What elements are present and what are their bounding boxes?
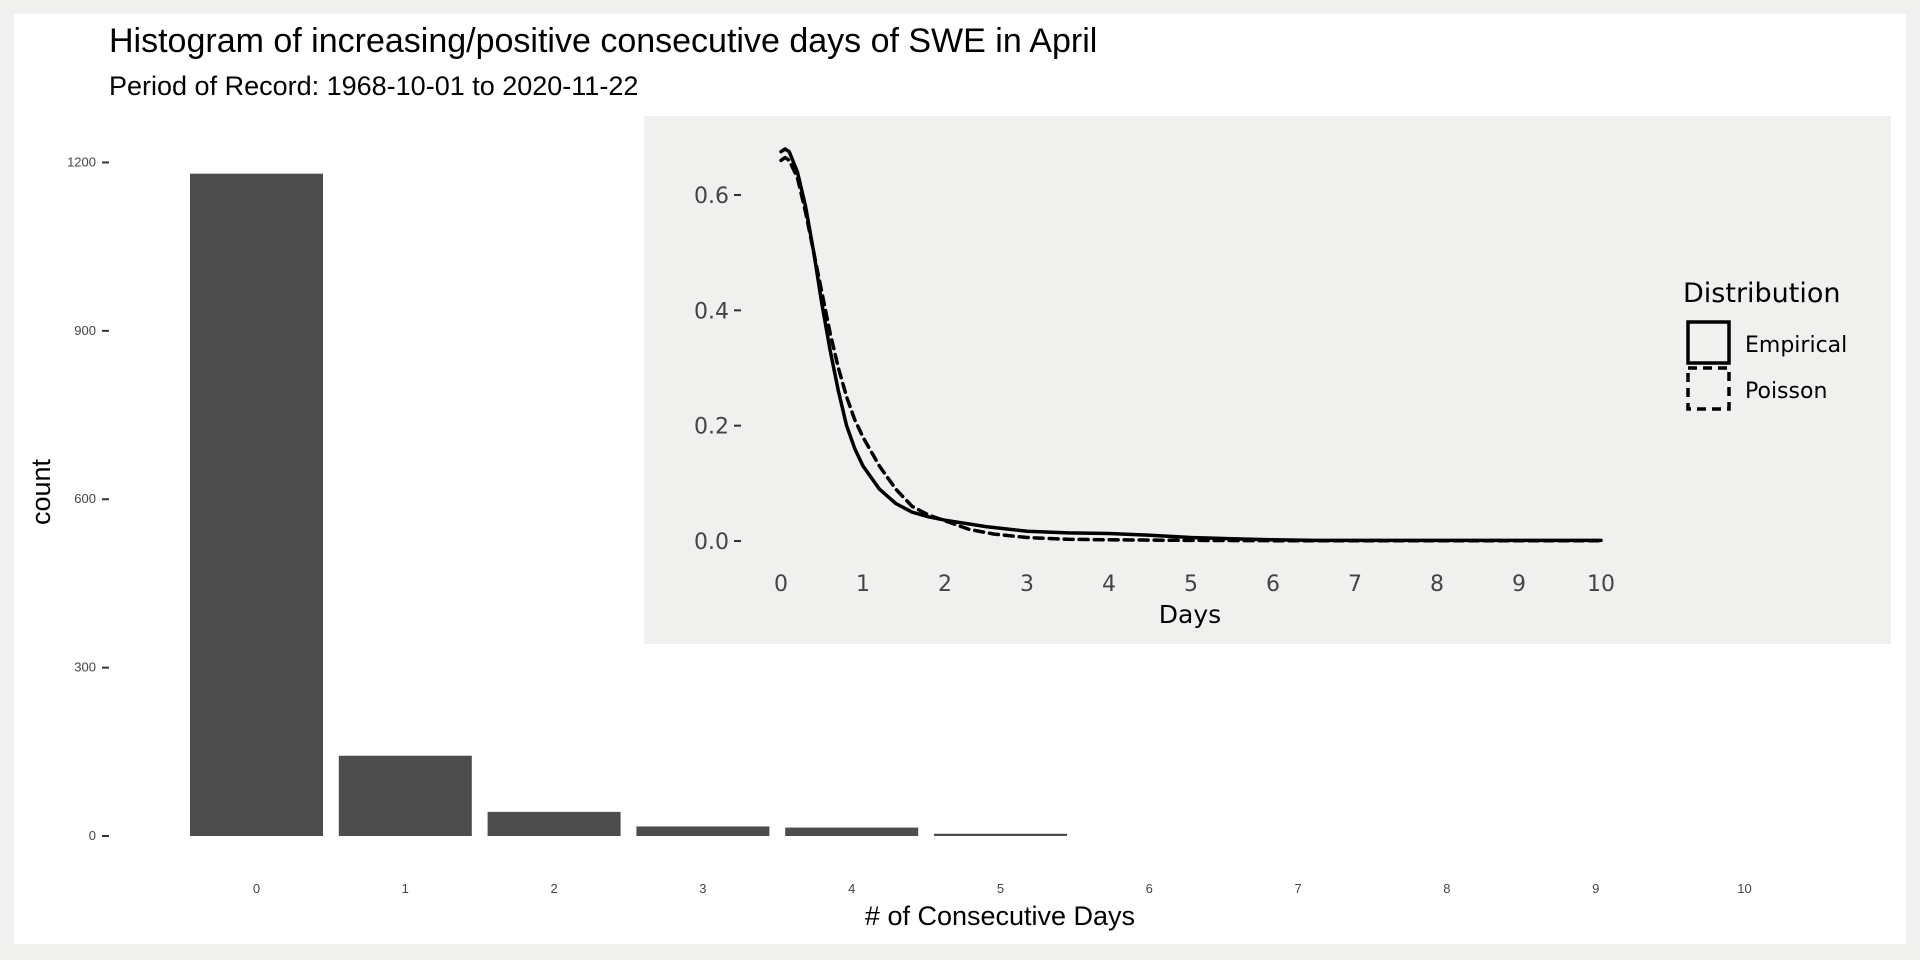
inset-y-tick-label: 0.6 [694,184,729,209]
y-tick-label: 0 [89,828,96,843]
y-tick-label: 600 [74,491,96,506]
x-tick-label: 9 [1592,881,1599,896]
y-axis-label: count [26,458,56,525]
x-tick-label: 2 [550,881,557,896]
y-tick-label: 1200 [67,154,96,169]
inset-y-tick-label: 0.4 [694,299,729,324]
legend-title: Distribution [1683,278,1841,309]
inset-x-tick-label: 1 [856,572,870,597]
x-tick-label: 10 [1737,881,1751,896]
inset-x-tick-label: 8 [1430,572,1444,597]
x-tick-label: 1 [402,881,409,896]
inset-x-tick-label: 7 [1348,572,1362,597]
chart-title: Histogram of increasing/positive consecu… [109,22,1097,60]
histogram-bar [338,755,472,836]
legend-label: Poisson [1745,379,1827,404]
inset-x-tick-label: 6 [1266,572,1280,597]
inset-y-axis: 0.0 0.2 0.4 0.6 [694,184,741,555]
inset-series-lines [779,147,1603,543]
inset-y-tick-label: 0.0 [694,530,729,555]
histogram-bar [487,811,621,836]
chart-subtitle: Period of Record: 1968-10-01 to 2020-11-… [109,71,638,101]
histogram-x-axis: 0 1 2 3 4 5 6 7 8 9 10 [253,881,1752,896]
x-tick-label: 6 [1146,881,1153,896]
x-tick-label: 4 [848,881,855,896]
legend-label: Empirical [1745,333,1847,358]
y-tick-label: 300 [74,660,96,675]
histogram-bar [934,833,1067,836]
inset-x-tick-label: 4 [1102,572,1116,597]
x-tick-label: 0 [253,881,260,896]
x-axis-label: # of Consecutive Days [865,901,1135,931]
inset-x-axis-label: Days [1159,600,1221,629]
x-tick-label: 8 [1443,881,1450,896]
legend-key-poisson [1686,366,1731,411]
legend: Distribution Empirical Poisson [1683,278,1847,411]
x-tick-label: 7 [1294,881,1301,896]
histogram-bar [785,827,919,836]
x-tick-label: 5 [997,881,1004,896]
series-line-poisson [779,155,1603,543]
inset-density-plot: 0.0 0.2 0.4 0.6 0 1 2 3 4 5 6 7 8 9 10 Days Distribut… [644,116,1891,644]
legend-key-empirical [1686,320,1731,365]
inset-x-tick-label: 9 [1512,572,1526,597]
inset-x-tick-label: 3 [1020,572,1034,597]
inset-x-axis: 0 1 2 3 4 5 6 7 8 9 10 [774,572,1615,597]
inset-x-tick-label: 2 [938,572,952,597]
inset-x-tick-label: 0 [774,572,788,597]
histogram-bar [190,173,323,836]
inset-x-tick-label: 5 [1184,572,1198,597]
inset-x-tick-label: 10 [1587,572,1615,597]
inset-panel [644,116,1891,644]
histogram-y-axis: 0 300 600 900 1200 [67,154,109,843]
inset-y-tick-label: 0.2 [694,415,729,440]
histogram-bar [636,826,770,836]
histogram-bars [190,173,1067,836]
x-tick-label: 3 [699,881,706,896]
y-tick-label: 900 [74,323,96,338]
